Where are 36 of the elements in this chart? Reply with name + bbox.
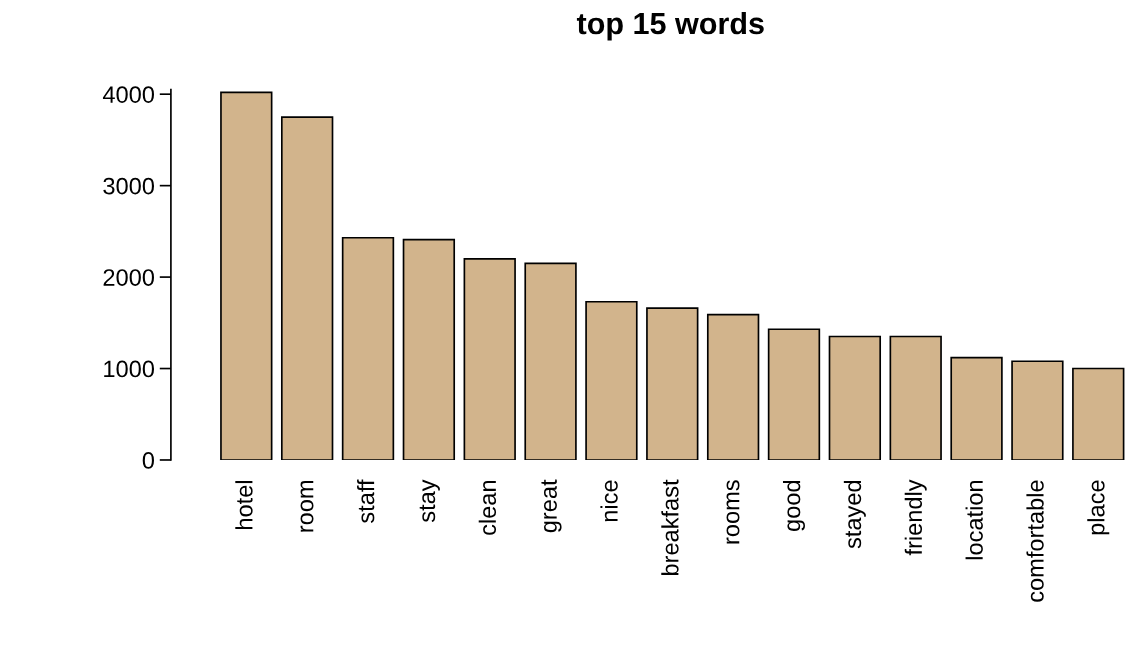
x-tick-label: nice xyxy=(600,480,618,522)
bar xyxy=(524,262,577,460)
y-tick-label: 4000 xyxy=(102,86,155,103)
x-tick-label: breakfast xyxy=(661,479,679,576)
y-tick-label: 3000 xyxy=(103,177,155,195)
x-tick-label: hotel xyxy=(235,481,253,529)
bar xyxy=(706,313,760,460)
y-tick-label: 1000 xyxy=(104,360,155,378)
x-tick-label: rooms xyxy=(726,480,740,544)
x-tick-label: friendly xyxy=(904,479,927,556)
x-tick-label: place xyxy=(1087,480,1110,535)
chart-title: top 15 words xyxy=(576,11,764,41)
x-tick-label: stay xyxy=(419,479,440,523)
x-tick-label: comfortable xyxy=(1026,480,1044,602)
bar xyxy=(1072,367,1125,460)
bar xyxy=(767,328,821,460)
bar xyxy=(220,91,273,460)
bar xyxy=(402,238,456,460)
bar xyxy=(889,335,942,460)
bar xyxy=(341,236,395,460)
bar xyxy=(828,335,882,460)
bar xyxy=(280,116,334,460)
x-tick-label: location xyxy=(965,480,983,560)
x-tick-label: staff xyxy=(357,479,375,523)
bar xyxy=(1011,360,1064,460)
x-tick-label: good xyxy=(782,480,805,531)
bar xyxy=(463,257,516,460)
x-tick-label: room xyxy=(300,480,314,532)
x-tick-label: great xyxy=(541,479,562,533)
bar xyxy=(646,307,699,460)
y-tick-label: 0 xyxy=(142,452,155,469)
y-tick-label: 2000 xyxy=(103,269,155,286)
x-tick-label: clean xyxy=(478,480,497,535)
bar xyxy=(585,300,638,460)
bar xyxy=(950,356,1003,460)
x-tick-label: stayed xyxy=(843,480,866,549)
